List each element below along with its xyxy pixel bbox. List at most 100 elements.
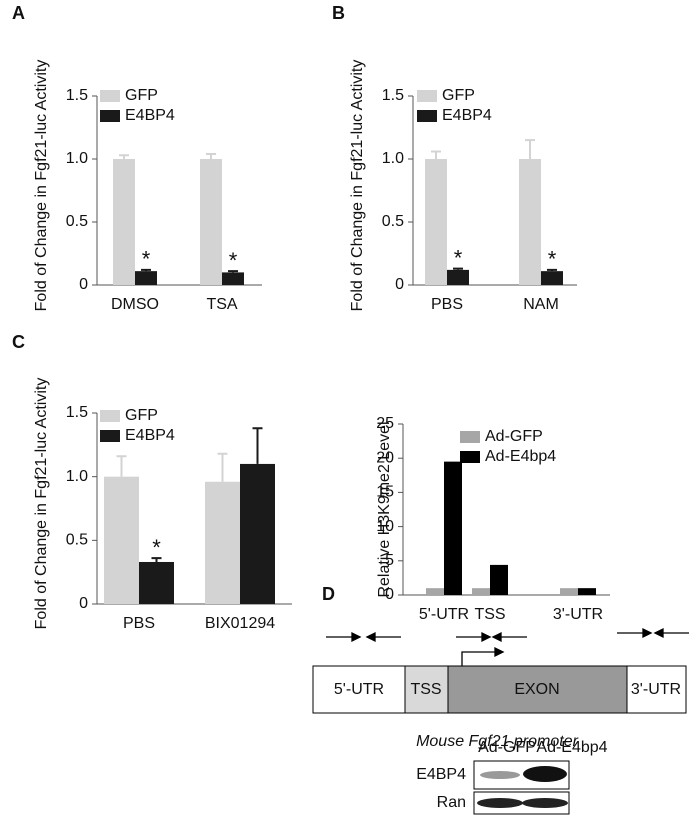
significance-mark: * bbox=[142, 247, 151, 272]
x-tick-label: DMSO bbox=[111, 296, 159, 313]
region-box bbox=[626, 665, 687, 714]
error-bar bbox=[141, 268, 151, 272]
bar bbox=[490, 564, 508, 595]
y-tick-label: 1.5 bbox=[66, 87, 88, 104]
error-bar bbox=[217, 452, 228, 482]
legend-swatch bbox=[100, 430, 120, 442]
y-tick-label: 15 bbox=[376, 484, 394, 501]
y-tick-label: 1.0 bbox=[66, 150, 88, 167]
panel-letter: C bbox=[12, 332, 25, 352]
significance-mark: * bbox=[152, 535, 161, 560]
y-tick-label: 25 bbox=[376, 415, 394, 432]
bar bbox=[139, 561, 174, 604]
region-label: 5'-UTR bbox=[334, 681, 384, 698]
blot-lane-label: Ad-GFP bbox=[478, 739, 536, 756]
legend-swatch bbox=[100, 110, 120, 122]
y-tick-label: 5 bbox=[385, 552, 394, 569]
error-bar bbox=[228, 270, 238, 273]
y-tick-label: 1.5 bbox=[66, 404, 88, 421]
significance-mark: * bbox=[229, 248, 238, 273]
significance-mark: * bbox=[454, 245, 463, 270]
legend-label: GFP bbox=[125, 407, 158, 424]
bar bbox=[425, 159, 447, 285]
error-bar bbox=[547, 268, 557, 272]
diagram-caption: Mouse Fgf21 promoter bbox=[416, 733, 579, 750]
error-bar bbox=[525, 139, 535, 159]
y-tick-label: 0 bbox=[385, 586, 394, 603]
error-bar bbox=[453, 267, 463, 270]
legend-label: Ad-E4bp4 bbox=[485, 448, 556, 465]
error-bar bbox=[252, 427, 263, 464]
y-axis-label: Fold of Change in Fgf21-luc Activity bbox=[33, 60, 50, 312]
legend-label: E4BP4 bbox=[125, 107, 175, 124]
y-tick-label: 0 bbox=[79, 595, 88, 612]
legend-swatch bbox=[417, 110, 437, 122]
bar bbox=[200, 159, 222, 285]
bar bbox=[240, 463, 275, 604]
y-tick-label: 1.5 bbox=[382, 87, 404, 104]
y-tick-label: 0 bbox=[395, 276, 404, 293]
error-bar bbox=[206, 152, 216, 159]
blot-band bbox=[523, 766, 567, 782]
y-tick-label: 1.0 bbox=[382, 150, 404, 167]
legend-label: E4BP4 bbox=[125, 427, 175, 444]
blot-lane-label: Ad-E4bp4 bbox=[536, 739, 607, 756]
legend-label: GFP bbox=[125, 87, 158, 104]
y-tick-label: 0 bbox=[79, 276, 88, 293]
x-tick-label: TSA bbox=[206, 296, 237, 313]
blot-row-label: Ran bbox=[437, 794, 466, 811]
bar bbox=[104, 476, 139, 604]
bar bbox=[519, 159, 541, 285]
bar bbox=[205, 481, 240, 604]
y-tick-label: 0.5 bbox=[66, 213, 88, 230]
blot-band bbox=[477, 798, 523, 808]
x-tick-label: 3'-UTR bbox=[553, 606, 603, 623]
y-tick-label: 0.5 bbox=[66, 532, 88, 549]
legend-swatch bbox=[417, 90, 437, 102]
error-bar bbox=[116, 455, 127, 477]
x-tick-label: 5'-UTR bbox=[419, 606, 469, 623]
bar bbox=[426, 588, 444, 595]
legend-swatch bbox=[100, 90, 120, 102]
primer-arrows bbox=[326, 627, 689, 668]
blot-band bbox=[522, 798, 568, 808]
panel-letter: B bbox=[332, 3, 345, 23]
region-label: TSS bbox=[410, 681, 441, 698]
panel-letter: A bbox=[12, 3, 25, 23]
legend-label: Ad-GFP bbox=[485, 428, 543, 445]
error-bar bbox=[119, 154, 129, 159]
legend-label: E4BP4 bbox=[442, 107, 492, 124]
y-tick-label: 10 bbox=[376, 518, 394, 535]
region-label: EXON bbox=[514, 681, 559, 698]
x-tick-label: BIX01294 bbox=[205, 615, 275, 632]
bar bbox=[222, 272, 244, 285]
y-axis-label: Fold of Change in Fgf21-luc Activity bbox=[349, 60, 366, 312]
bar bbox=[444, 461, 462, 595]
legend-swatch bbox=[100, 410, 120, 422]
x-tick-label: NAM bbox=[523, 296, 559, 313]
y-tick-label: 0.5 bbox=[382, 213, 404, 230]
legend-swatch bbox=[460, 431, 480, 443]
error-bar bbox=[431, 150, 441, 159]
y-tick-label: 20 bbox=[376, 449, 394, 466]
legend-label: GFP bbox=[442, 87, 475, 104]
x-tick-label: TSS bbox=[474, 606, 505, 623]
blot-row-label: E4BP4 bbox=[416, 766, 466, 783]
y-tick-label: 1.0 bbox=[66, 468, 88, 485]
bar bbox=[113, 159, 135, 285]
bar bbox=[472, 588, 490, 595]
region-box bbox=[312, 665, 406, 714]
x-tick-label: PBS bbox=[431, 296, 463, 313]
legend-swatch bbox=[460, 451, 480, 463]
significance-mark: * bbox=[548, 247, 557, 272]
y-axis-label: Fold of Change in Fgf21-luc Activity bbox=[33, 378, 50, 630]
region-label: 3'-UTR bbox=[631, 681, 681, 698]
error-bar bbox=[151, 557, 162, 562]
blot-band bbox=[480, 771, 520, 779]
bar bbox=[135, 271, 157, 285]
x-tick-label: PBS bbox=[123, 615, 155, 632]
bar bbox=[560, 588, 578, 595]
bar bbox=[541, 271, 563, 285]
panel-letter: D bbox=[322, 584, 335, 604]
